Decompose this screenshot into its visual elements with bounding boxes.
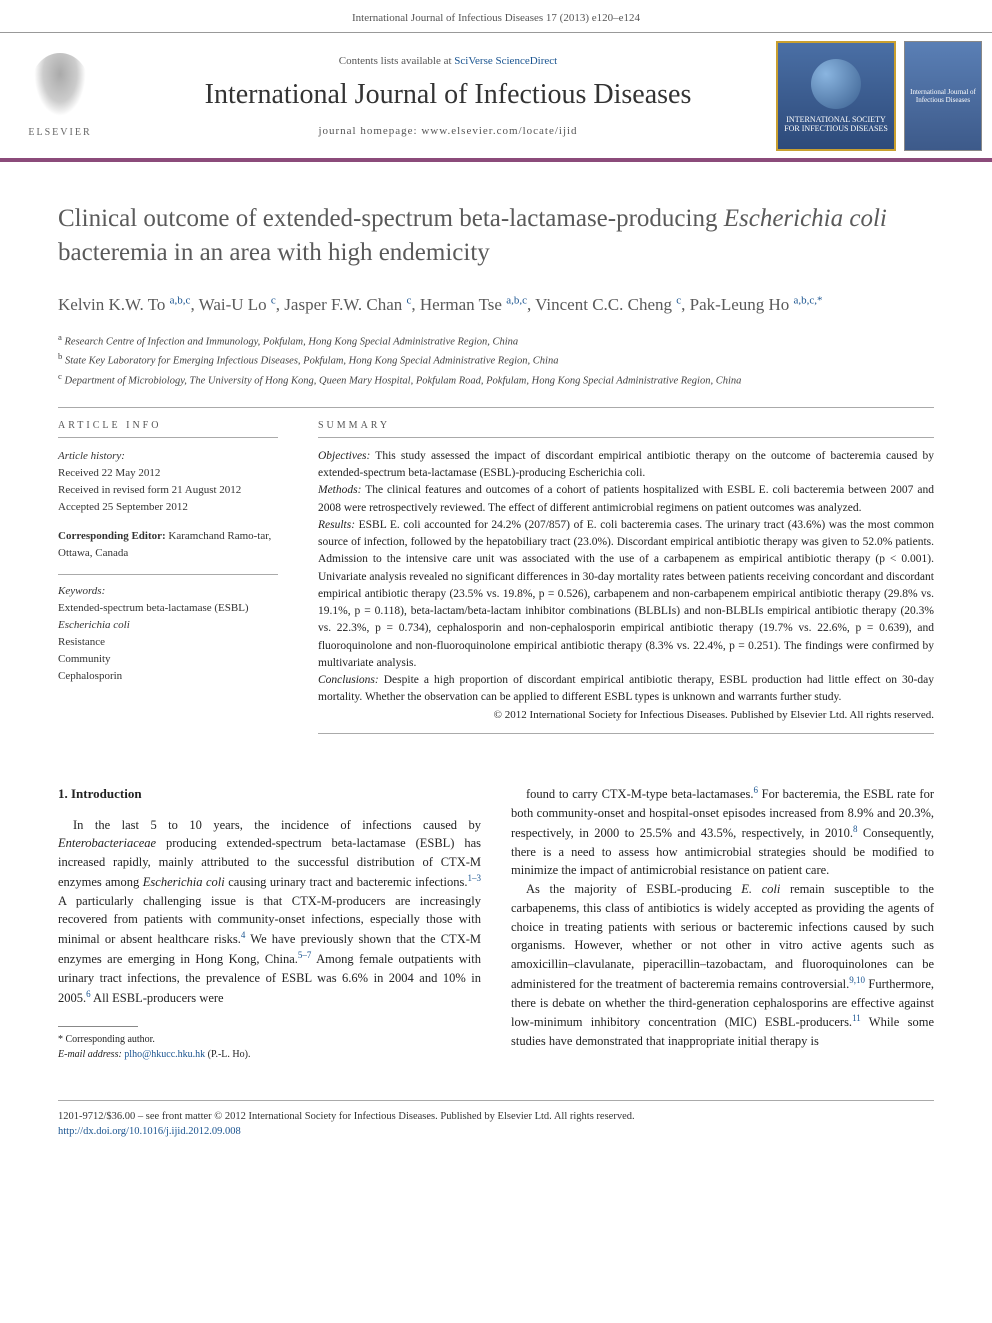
history-accepted: Accepted 25 September 2012 xyxy=(58,501,188,513)
running-header: International Journal of Infectious Dise… xyxy=(0,0,992,32)
doi-link[interactable]: http://dx.doi.org/10.1016/j.ijid.2012.09… xyxy=(58,1126,241,1137)
keyword: Resistance xyxy=(58,636,105,648)
results-text: ESBL E. coli accounted for 24.2% (207/85… xyxy=(318,519,934,669)
journal-title: International Journal of Infectious Dise… xyxy=(120,79,776,111)
article-title: Clinical outcome of extended-spectrum be… xyxy=(58,202,934,270)
contents-available-line: Contents lists available at SciVerse Sci… xyxy=(120,55,776,67)
article-history: Article history: Received 22 May 2012 Re… xyxy=(58,448,278,516)
elsevier-label: ELSEVIER xyxy=(28,127,91,138)
corr-author-email-link[interactable]: plho@hkucc.hku.hk xyxy=(124,1049,205,1060)
corr-editor-label: Corresponding Editor: xyxy=(58,530,166,542)
methods-label: Methods: xyxy=(318,484,361,496)
affiliations: a Research Centre of Infection and Immun… xyxy=(58,331,934,389)
footer-copyright-line: 1201-9712/$36.00 – see front matter © 20… xyxy=(58,1111,635,1122)
summary-label: SUMMARY xyxy=(318,412,934,438)
elsevier-logo: ELSEVIER xyxy=(10,36,110,156)
masthead-right: INTERNATIONAL SOCIETY FOR INFECTIOUS DIS… xyxy=(776,41,992,151)
author-list: Kelvin K.W. To a,b,c, Wai-U Lo c, Jasper… xyxy=(58,292,934,318)
keywords-block: Keywords: Extended-spectrum beta-lactama… xyxy=(58,574,278,685)
affiliation-a: a Research Centre of Infection and Immun… xyxy=(58,331,934,350)
summary-column: SUMMARY Objectives: This study assessed … xyxy=(318,412,934,734)
contents-prefix: Contents lists available at xyxy=(339,55,454,67)
abstract-text: Objectives: This study assessed the impa… xyxy=(318,448,934,734)
globe-icon xyxy=(811,59,861,109)
history-label: Article history: xyxy=(58,450,125,462)
email-label: E-mail address: xyxy=(58,1049,122,1060)
masthead-center: Contents lists available at SciVerse Sci… xyxy=(120,45,776,147)
body-two-column: 1. Introduction In the last 5 to 10 year… xyxy=(58,784,934,1062)
history-received: Received 22 May 2012 xyxy=(58,467,160,479)
society-line2: FOR INFECTIOUS DISEASES xyxy=(784,124,888,133)
corr-author-label: * Corresponding author. xyxy=(58,1034,155,1045)
history-revised: Received in revised form 21 August 2012 xyxy=(58,484,241,496)
results-label: Results: xyxy=(318,519,355,531)
corresponding-editor: Corresponding Editor: Karamchand Ramo-ta… xyxy=(58,528,278,562)
affiliation-c: c Department of Microbiology, The Univer… xyxy=(58,370,934,389)
article-body: Clinical outcome of extended-spectrum be… xyxy=(0,162,992,1082)
sciencedirect-link[interactable]: SciVerse ScienceDirect xyxy=(454,55,557,67)
conclusions-label: Conclusions: xyxy=(318,674,379,686)
title-part-a: Clinical outcome of extended-spectrum be… xyxy=(58,205,724,232)
keyword: Escherichia coli xyxy=(58,619,130,631)
body-column-left: 1. Introduction In the last 5 to 10 year… xyxy=(58,784,481,1062)
journal-cover-thumb: International Journal of Infectious Dise… xyxy=(904,41,982,151)
journal-homepage-line: journal homepage: www.elsevier.com/locat… xyxy=(120,125,776,137)
objectives-text: This study assessed the impact of discor… xyxy=(318,450,934,479)
keywords-label: Keywords: xyxy=(58,583,278,600)
body-paragraph: found to carry CTX-M-type beta-lactamase… xyxy=(511,784,934,880)
cover-thumb-text: International Journal of Infectious Dise… xyxy=(909,88,977,104)
article-info-label: ARTICLE INFO xyxy=(58,412,278,438)
body-paragraph: In the last 5 to 10 years, the incidence… xyxy=(58,816,481,1008)
keyword: Cephalosporin xyxy=(58,670,122,682)
keyword: Community xyxy=(58,653,111,665)
keyword: Extended-spectrum beta-lactamase (ESBL) xyxy=(58,602,249,614)
title-part-b: bacteremia in an area with high endemici… xyxy=(58,239,490,266)
corresponding-author-footnote: * Corresponding author. E-mail address: … xyxy=(58,1032,481,1062)
conclusions-text: Despite a high proportion of discordant … xyxy=(318,674,934,703)
methods-text: The clinical features and outcomes of a … xyxy=(318,484,934,513)
footnote-separator xyxy=(58,1026,138,1027)
section-heading-introduction: 1. Introduction xyxy=(58,784,481,804)
citation-text: International Journal of Infectious Dise… xyxy=(352,12,640,24)
article-info-row: ARTICLE INFO Article history: Received 2… xyxy=(58,407,934,734)
objectives-label: Objectives: xyxy=(318,450,370,462)
affiliation-b: b State Key Laboratory for Emerging Infe… xyxy=(58,350,934,369)
article-info-column: ARTICLE INFO Article history: Received 2… xyxy=(58,412,278,734)
title-species: Escherichia coli xyxy=(724,205,887,232)
society-line1: INTERNATIONAL SOCIETY xyxy=(786,115,885,124)
homepage-prefix: journal homepage: xyxy=(318,125,421,137)
elsevier-tree-icon xyxy=(30,53,90,123)
journal-masthead: ELSEVIER Contents lists available at Sci… xyxy=(0,32,992,162)
body-paragraph: As the majority of ESBL-producing E. col… xyxy=(511,880,934,1051)
abstract-copyright: © 2012 International Society for Infecti… xyxy=(318,707,934,724)
society-badge: INTERNATIONAL SOCIETY FOR INFECTIOUS DIS… xyxy=(776,41,896,151)
homepage-url[interactable]: www.elsevier.com/locate/ijid xyxy=(421,125,577,137)
page-footer: 1201-9712/$36.00 – see front matter © 20… xyxy=(58,1100,934,1161)
email-suffix: (P.-L. Ho). xyxy=(205,1049,250,1060)
body-column-right: found to carry CTX-M-type beta-lactamase… xyxy=(511,784,934,1062)
